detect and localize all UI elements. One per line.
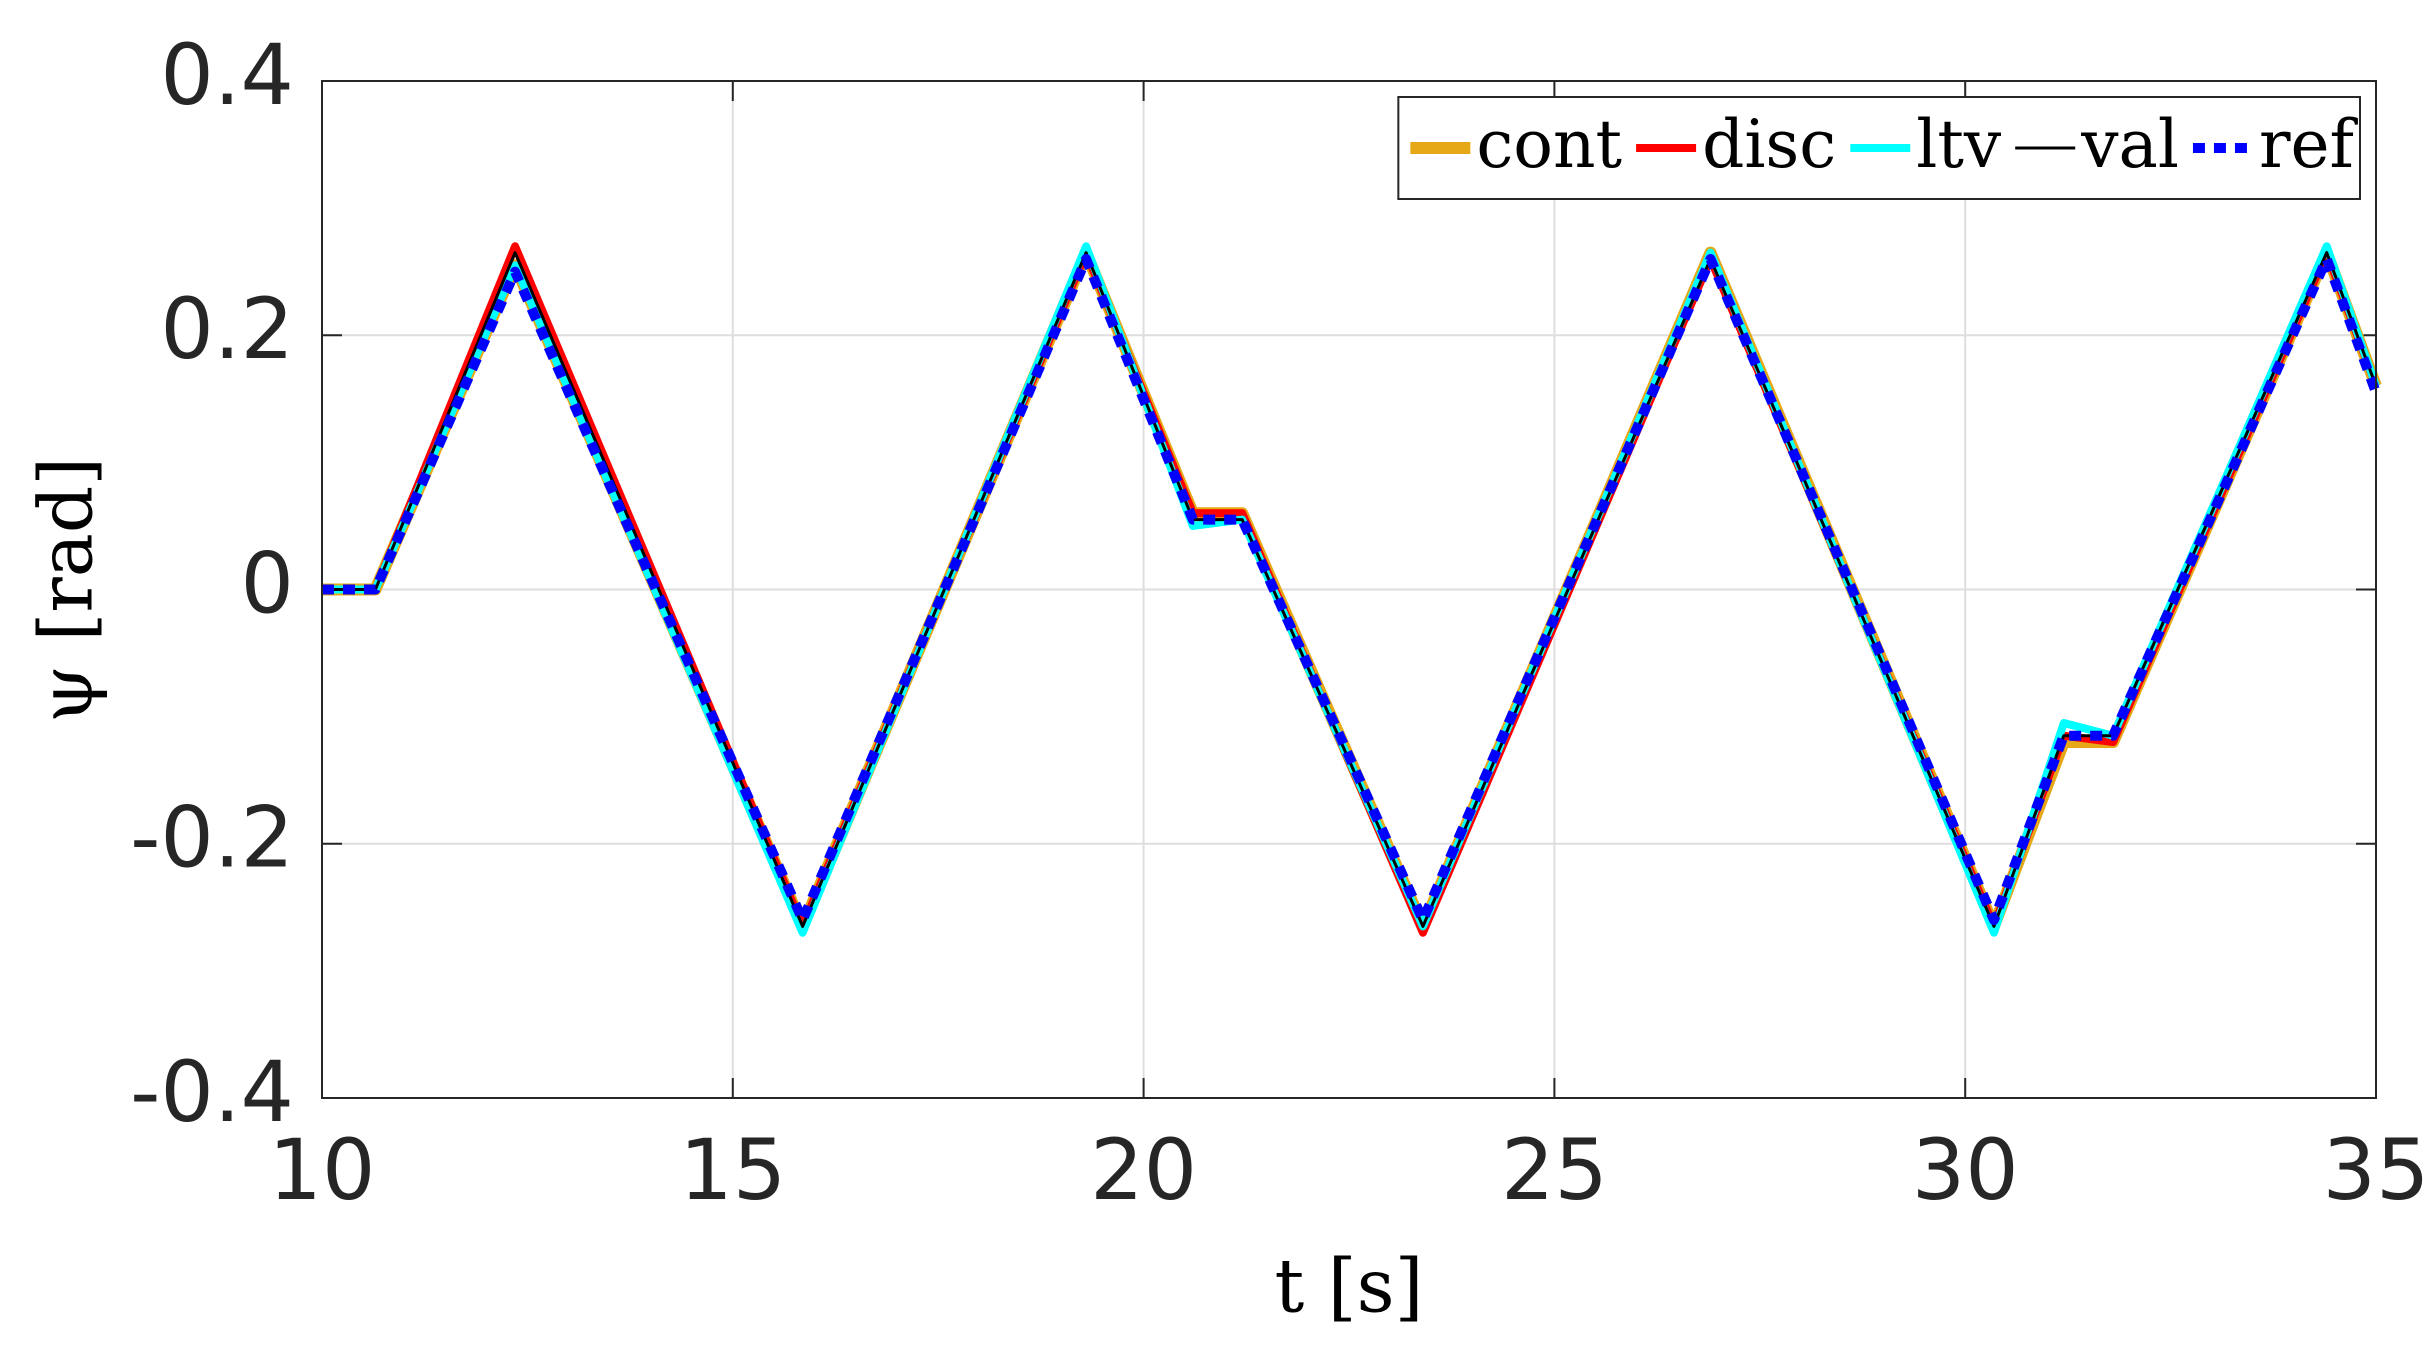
y-tick-label: -0.4 — [130, 1043, 294, 1141]
legend-label: cont — [1476, 106, 1622, 183]
legend-label: ref — [2259, 106, 2359, 183]
y-tick-label: 0.4 — [160, 26, 294, 124]
x-tick-label: 15 — [679, 1121, 786, 1219]
series-line — [322, 253, 2381, 926]
y-axis-label: ψ [rad] — [23, 457, 109, 723]
y-tick-label: 0.2 — [160, 280, 294, 378]
legend-label: val — [2080, 106, 2179, 183]
legend: cont disc ltv val ref — [1397, 96, 2361, 200]
x-tick-label: 35 — [2323, 1121, 2430, 1219]
x-tick-label: 20 — [1090, 1121, 1197, 1219]
legend-label: disc — [1702, 106, 1836, 183]
plot-frame — [321, 80, 2377, 1099]
x-tick-label: 25 — [1501, 1121, 1608, 1219]
x-axis-label: t [s] — [1275, 1243, 1424, 1329]
y-tick-label: 0 — [241, 534, 294, 632]
legend-label: ltv — [1916, 106, 2002, 183]
y-tick-label: -0.2 — [130, 789, 294, 887]
x-tick-label: 10 — [269, 1121, 376, 1219]
x-tick-label: 30 — [1912, 1121, 2019, 1219]
